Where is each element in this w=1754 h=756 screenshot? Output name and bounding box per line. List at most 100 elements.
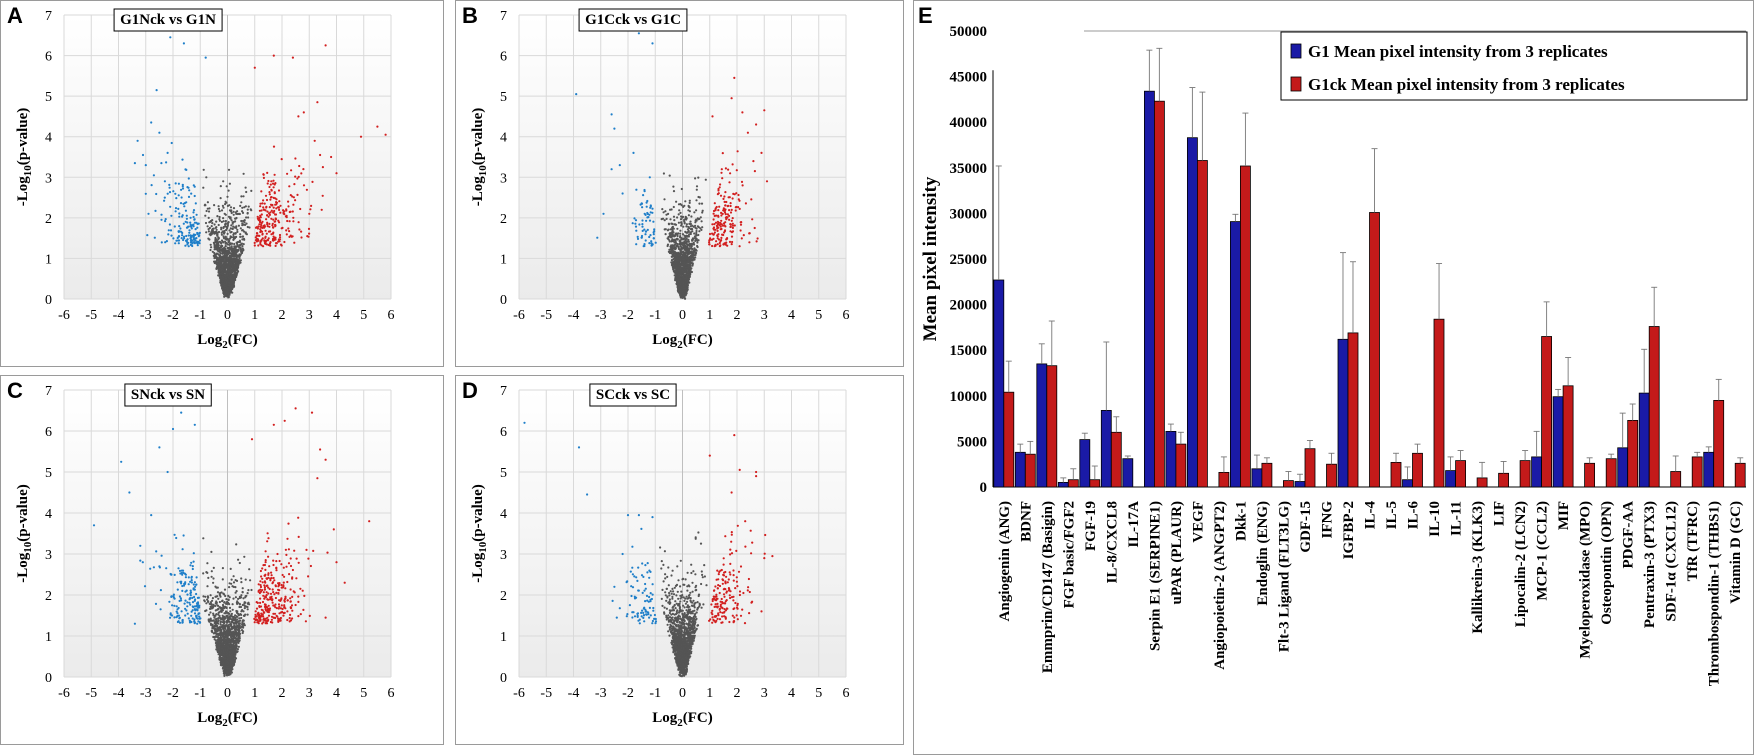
up-point bbox=[730, 226, 732, 228]
ns-point bbox=[247, 589, 249, 591]
up-point bbox=[288, 230, 290, 232]
y-axis-title: -Log10(p-value) bbox=[15, 108, 34, 207]
down-point bbox=[179, 230, 181, 232]
ns-point bbox=[219, 593, 221, 595]
ns-point bbox=[218, 247, 220, 249]
ns-point bbox=[229, 242, 231, 244]
up-point bbox=[261, 202, 263, 204]
ns-point bbox=[228, 169, 230, 171]
up-outlier-point bbox=[755, 123, 757, 125]
ns-point bbox=[212, 251, 214, 253]
up-point bbox=[720, 195, 722, 197]
ns-point bbox=[224, 257, 226, 259]
up-point bbox=[717, 209, 719, 211]
ns-point bbox=[681, 204, 683, 206]
ns-point bbox=[696, 241, 698, 243]
up-point bbox=[270, 196, 272, 198]
down-point bbox=[638, 223, 640, 225]
ns-point bbox=[217, 598, 219, 600]
up-point bbox=[724, 204, 726, 206]
ns-point bbox=[231, 219, 233, 221]
ns-point bbox=[230, 286, 232, 288]
ns-point bbox=[688, 282, 690, 284]
y-tick-label: 1 bbox=[45, 252, 52, 267]
up-point bbox=[279, 205, 281, 207]
ns-point bbox=[217, 250, 219, 252]
down-outlier-point bbox=[619, 164, 621, 166]
down-point bbox=[181, 196, 183, 198]
ns-point bbox=[685, 218, 687, 220]
down-point bbox=[647, 229, 649, 231]
down-point bbox=[186, 215, 188, 217]
ns-point bbox=[216, 630, 218, 632]
down-point bbox=[164, 241, 166, 243]
down-outlier-point bbox=[611, 113, 613, 115]
ns-point bbox=[236, 229, 238, 231]
ns-point bbox=[234, 267, 236, 269]
up-point bbox=[724, 242, 726, 244]
down-point bbox=[170, 229, 172, 231]
ns-point bbox=[680, 296, 682, 298]
ns-point bbox=[222, 270, 224, 272]
ns-point bbox=[234, 218, 236, 220]
down-point bbox=[181, 159, 183, 161]
ns-point bbox=[229, 217, 231, 219]
up-outlier-point bbox=[752, 160, 754, 162]
up-point bbox=[268, 216, 270, 218]
ns-point bbox=[229, 610, 231, 612]
ns-point bbox=[694, 221, 696, 223]
ns-point bbox=[670, 228, 672, 230]
up-point bbox=[296, 177, 298, 179]
up-point bbox=[719, 240, 721, 242]
ns-point bbox=[242, 587, 244, 589]
ns-point bbox=[226, 281, 228, 283]
x-tick-label: -5 bbox=[540, 308, 552, 323]
up-point bbox=[713, 233, 715, 235]
ns-point bbox=[222, 593, 224, 595]
ns-point bbox=[247, 614, 249, 616]
down-point bbox=[642, 194, 644, 196]
ns-point bbox=[228, 599, 230, 601]
ns-point bbox=[210, 244, 212, 246]
down-point bbox=[644, 213, 646, 215]
ns-point bbox=[228, 229, 230, 231]
ns-point bbox=[676, 238, 678, 240]
up-point bbox=[754, 170, 756, 172]
ns-point bbox=[228, 190, 230, 192]
ns-point bbox=[693, 232, 695, 234]
down-point bbox=[190, 238, 192, 240]
ns-point bbox=[241, 245, 243, 247]
down-point bbox=[653, 230, 655, 232]
up-point bbox=[711, 223, 713, 225]
ns-point bbox=[242, 597, 244, 599]
ns-point bbox=[696, 189, 698, 191]
ns-point bbox=[241, 222, 243, 224]
ns-point bbox=[232, 234, 234, 236]
ns-point bbox=[678, 255, 680, 257]
x-tick-label: 5 bbox=[815, 308, 822, 323]
ns-point bbox=[222, 605, 224, 607]
ns-point bbox=[682, 226, 684, 228]
ns-point bbox=[245, 223, 247, 225]
ns-point bbox=[226, 654, 228, 656]
x-tick-label: 0 bbox=[679, 308, 686, 323]
up-point bbox=[300, 231, 302, 233]
ns-point bbox=[222, 567, 224, 569]
ns-point bbox=[242, 632, 244, 634]
up-point bbox=[300, 172, 302, 174]
ns-point bbox=[248, 206, 250, 208]
ns-point bbox=[683, 271, 685, 273]
x-tick-label: 4 bbox=[333, 308, 340, 323]
ns-point bbox=[673, 190, 675, 192]
up-point bbox=[289, 211, 291, 213]
ns-point bbox=[676, 233, 678, 235]
ns-point bbox=[236, 618, 238, 620]
up-point bbox=[736, 169, 738, 171]
up-point bbox=[296, 194, 298, 196]
ns-point bbox=[681, 264, 683, 266]
ns-point bbox=[216, 604, 218, 606]
up-point bbox=[262, 199, 264, 201]
up-point bbox=[259, 205, 261, 207]
down-outlier-point bbox=[156, 89, 158, 91]
